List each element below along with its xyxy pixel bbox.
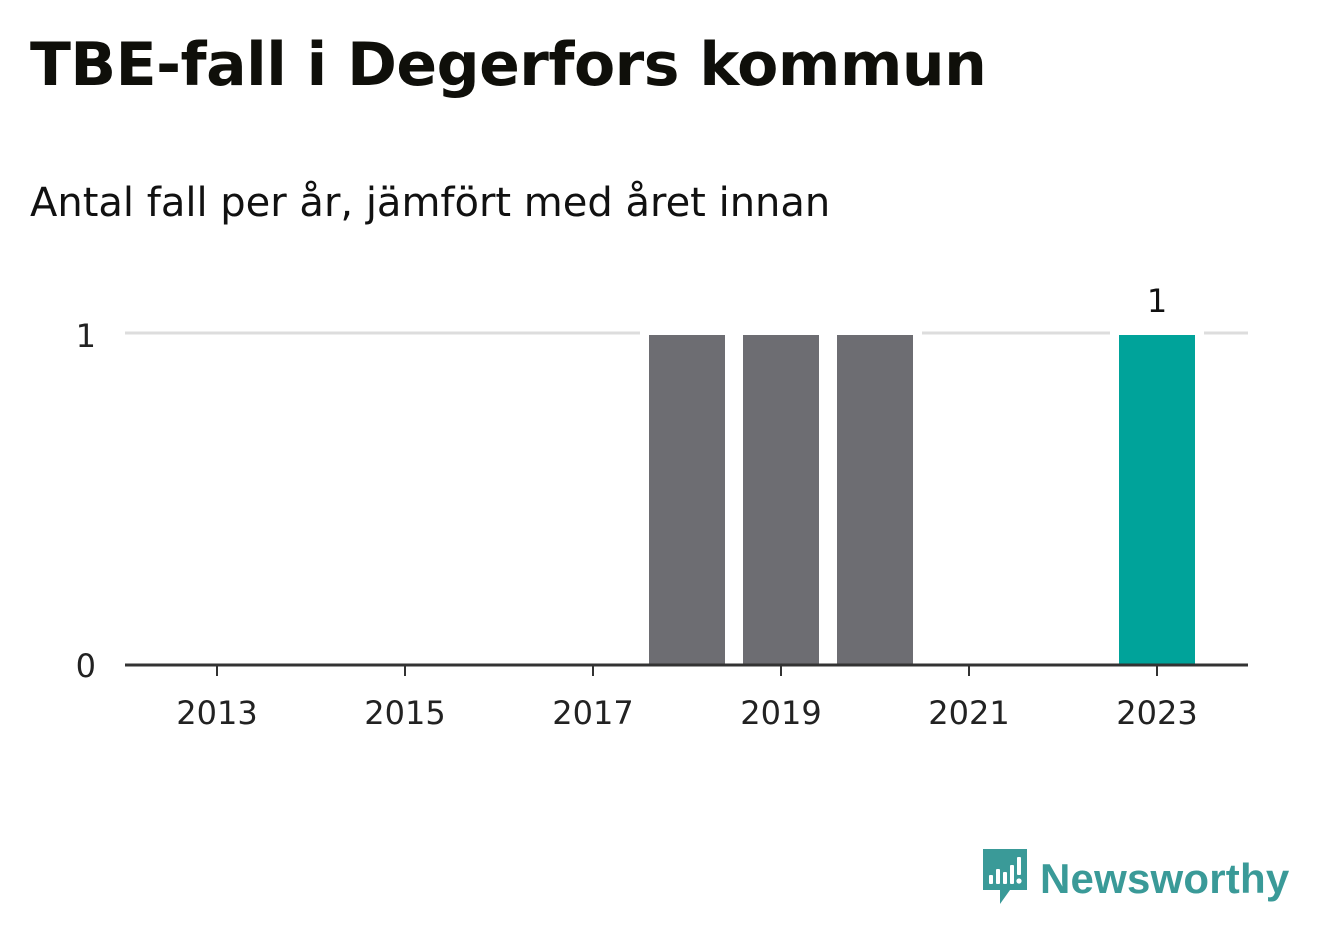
data-label: 1 [1147, 282, 1167, 320]
bars [640, 331, 1204, 665]
chart-title: TBE-fall i Degerfors kommun [30, 30, 987, 100]
x-tick-label: 2017 [552, 694, 633, 732]
axes: 0 1 2013 2015 2017 2019 2021 2023 [76, 317, 1248, 732]
bar-2023 [1119, 335, 1195, 665]
bar-2018 [649, 335, 725, 665]
newsworthy-logo-icon [980, 846, 1030, 912]
bar-2020 [837, 335, 913, 665]
brand-name: Newsworthy [1040, 855, 1290, 902]
chart-subtitle: Antal fall per år, jämfört med året inna… [30, 180, 831, 226]
x-tick-label: 2013 [176, 694, 257, 732]
newsworthy-brand[interactable]: Newsworthy [980, 848, 1289, 910]
x-tick-label: 2023 [1116, 694, 1197, 732]
y-tick-label: 1 [76, 317, 96, 355]
bar-2019 [743, 335, 819, 665]
y-tick-label: 0 [76, 647, 96, 685]
x-tick-label: 2021 [928, 694, 1009, 732]
bar-chart: 0 1 2013 2015 2017 2019 2021 2023 1 [76, 282, 1248, 732]
x-tick-label: 2015 [364, 694, 445, 732]
x-tick-label: 2019 [740, 694, 821, 732]
labels: 1 [1147, 282, 1167, 320]
